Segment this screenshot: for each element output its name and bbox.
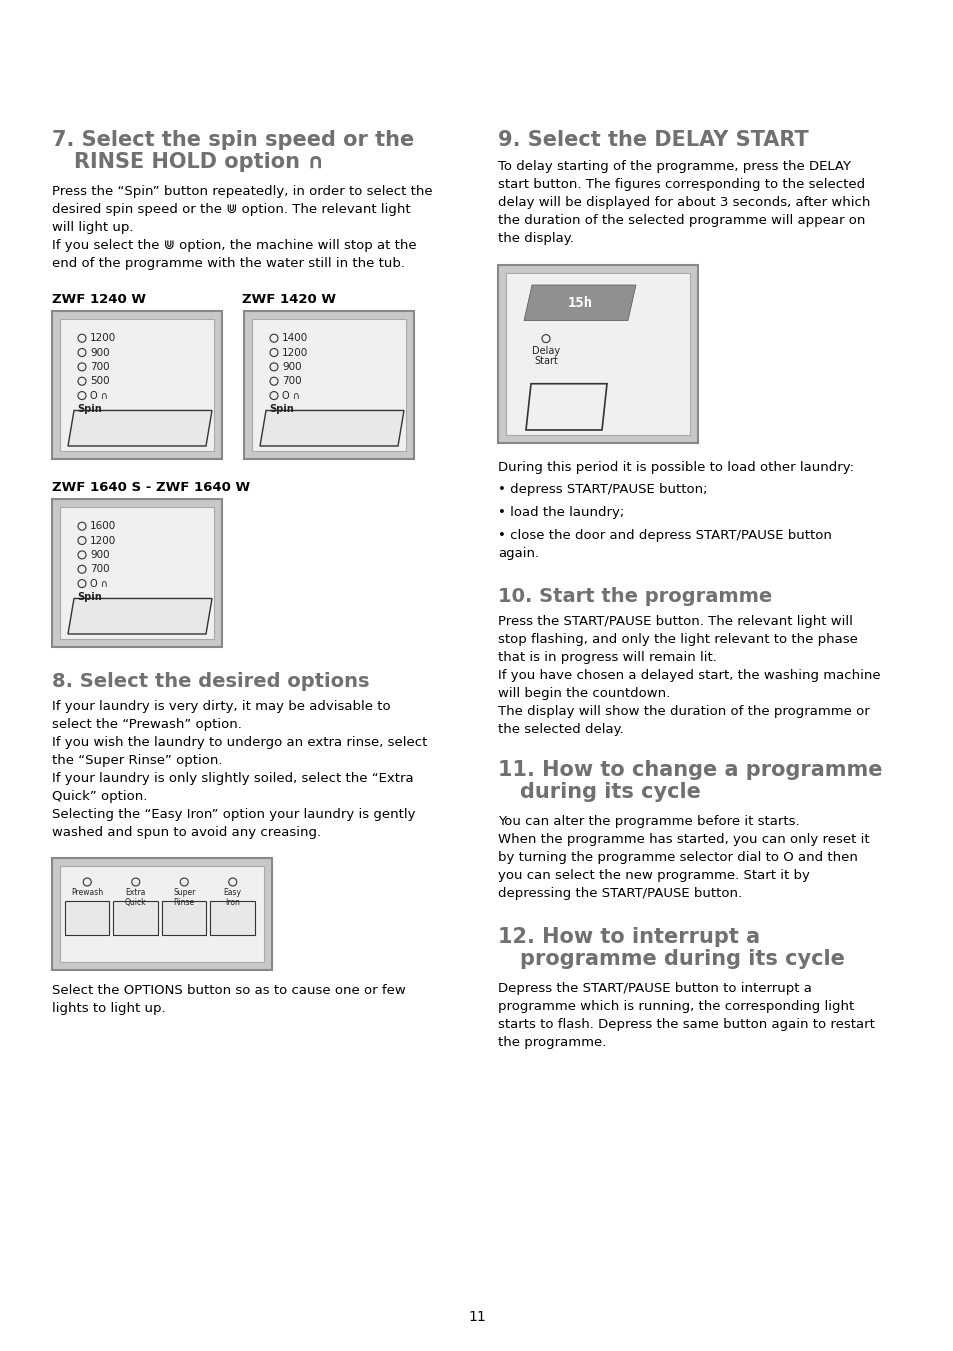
- Circle shape: [270, 377, 277, 385]
- Text: • depress START/PAUSE button;: • depress START/PAUSE button;: [497, 484, 707, 496]
- Text: O ∩: O ∩: [90, 578, 108, 589]
- Text: 11. How to change a programme: 11. How to change a programme: [497, 761, 882, 780]
- Text: 15h: 15h: [567, 296, 592, 309]
- Text: To delay starting of the programme, press the DELAY
start button. The figures co: To delay starting of the programme, pres…: [497, 159, 869, 245]
- Text: 1400: 1400: [282, 334, 308, 343]
- Bar: [65, 901, 110, 935]
- Text: If your laundry is very dirty, it may be advisable to
select the “Prewash” optio: If your laundry is very dirty, it may be…: [52, 700, 427, 839]
- Bar: [52, 499, 222, 647]
- Text: 1200: 1200: [282, 347, 308, 358]
- Circle shape: [78, 377, 86, 385]
- Text: During this period it is possible to load other laundry:: During this period it is possible to loa…: [497, 461, 853, 474]
- Text: 900: 900: [90, 550, 110, 559]
- Text: 900: 900: [282, 362, 301, 372]
- Text: Select the OPTIONS button so as to cause one or few
lights to light up.: Select the OPTIONS button so as to cause…: [52, 984, 405, 1015]
- Circle shape: [180, 878, 188, 886]
- Circle shape: [270, 363, 277, 372]
- Text: • close the door and depress START/PAUSE button
again.: • close the door and depress START/PAUSE…: [497, 530, 831, 561]
- Circle shape: [78, 363, 86, 372]
- Text: 700: 700: [90, 565, 110, 574]
- Text: during its cycle: during its cycle: [519, 782, 700, 802]
- Text: 7. Select the spin speed or the: 7. Select the spin speed or the: [52, 130, 414, 150]
- Circle shape: [229, 878, 236, 886]
- Bar: [113, 901, 158, 935]
- Circle shape: [78, 349, 86, 357]
- Text: 900: 900: [90, 347, 110, 358]
- Circle shape: [78, 392, 86, 400]
- Text: Press the START/PAUSE button. The relevant light will
stop flashing, and only th: Press the START/PAUSE button. The releva…: [497, 615, 880, 736]
- Text: 11: 11: [468, 1310, 485, 1324]
- Circle shape: [78, 551, 86, 559]
- Polygon shape: [68, 411, 212, 446]
- Circle shape: [78, 565, 86, 573]
- Text: Prewash: Prewash: [71, 888, 103, 897]
- Circle shape: [541, 335, 550, 343]
- Text: O ∩: O ∩: [282, 390, 299, 401]
- Polygon shape: [68, 598, 212, 634]
- Text: programme during its cycle: programme during its cycle: [519, 948, 844, 969]
- Text: 500: 500: [90, 376, 110, 386]
- Bar: [252, 319, 406, 451]
- Text: Spin: Spin: [77, 404, 102, 415]
- Polygon shape: [260, 411, 403, 446]
- Circle shape: [78, 334, 86, 342]
- Bar: [505, 273, 689, 435]
- Circle shape: [270, 334, 277, 342]
- Text: 1200: 1200: [90, 535, 116, 546]
- Circle shape: [78, 536, 86, 544]
- Circle shape: [132, 878, 139, 886]
- Bar: [497, 265, 698, 443]
- Text: Spin: Spin: [77, 592, 102, 603]
- Circle shape: [270, 349, 277, 357]
- Text: ZWF 1240 W: ZWF 1240 W: [52, 293, 146, 305]
- Text: 12. How to interrupt a: 12. How to interrupt a: [497, 927, 760, 947]
- Text: Press the “Spin” button repeatedly, in order to select the
desired spin speed or: Press the “Spin” button repeatedly, in o…: [52, 185, 432, 270]
- Bar: [52, 858, 272, 970]
- Bar: [162, 901, 206, 935]
- Text: 1200: 1200: [90, 334, 116, 343]
- Text: Depress the START/PAUSE button to interrupt a
programme which is running, the co: Depress the START/PAUSE button to interr…: [497, 982, 874, 1048]
- Bar: [52, 311, 222, 459]
- Circle shape: [78, 523, 86, 530]
- Circle shape: [78, 580, 86, 588]
- Circle shape: [270, 392, 277, 400]
- Bar: [244, 311, 414, 459]
- Bar: [60, 507, 213, 639]
- Text: RINSE HOLD option ∩: RINSE HOLD option ∩: [74, 153, 324, 172]
- Text: ZWF 1640 S - ZWF 1640 W: ZWF 1640 S - ZWF 1640 W: [52, 481, 250, 494]
- Text: 10. Start the programme: 10. Start the programme: [497, 586, 771, 607]
- Bar: [60, 866, 264, 962]
- Bar: [60, 319, 213, 451]
- Polygon shape: [523, 285, 636, 320]
- Polygon shape: [525, 384, 606, 430]
- Text: Easy
Iron: Easy Iron: [224, 888, 241, 907]
- Text: Spin: Spin: [270, 404, 294, 415]
- Text: Super
Rinse: Super Rinse: [172, 888, 195, 907]
- Bar: [211, 901, 254, 935]
- Text: 8. Select the desired options: 8. Select the desired options: [52, 671, 369, 690]
- Text: 700: 700: [90, 362, 110, 372]
- Text: • load the laundry;: • load the laundry;: [497, 507, 623, 519]
- Text: Delay
Start: Delay Start: [532, 346, 559, 366]
- Text: 1600: 1600: [90, 521, 116, 531]
- Text: ZWF 1420 W: ZWF 1420 W: [242, 293, 335, 305]
- Text: O ∩: O ∩: [90, 390, 108, 401]
- Text: 700: 700: [282, 376, 301, 386]
- Text: Extra
Quick: Extra Quick: [125, 888, 147, 907]
- Text: You can alter the programme before it starts.
When the programme has started, yo: You can alter the programme before it st…: [497, 815, 869, 900]
- Text: 9. Select the DELAY START: 9. Select the DELAY START: [497, 130, 808, 150]
- Circle shape: [83, 878, 91, 886]
